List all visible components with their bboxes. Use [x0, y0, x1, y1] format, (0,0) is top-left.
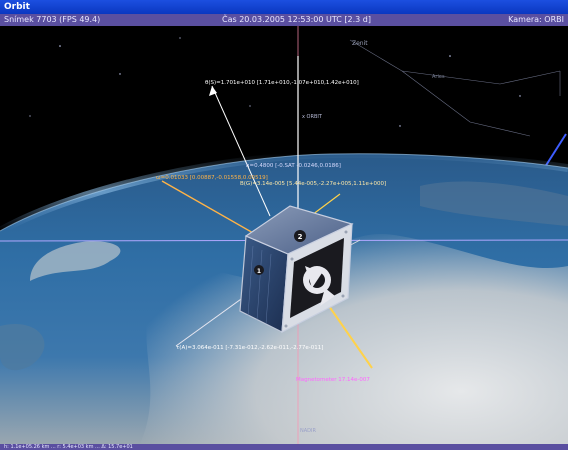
sat-vector-label: h=0.4800 [-0.SAT -0.0246,0.0186]: [246, 163, 341, 169]
sat-b-label: B(G)=3.14e-005 [5.44e-005,-2.27e+005,1.1…: [240, 181, 386, 187]
omega-label: ω=0.01033 [0.00887,-0.01558,0.00519]: [156, 175, 268, 181]
window-title: Orbit: [0, 0, 568, 14]
sim-time: Čas 20.03.2005 12:53:00 UTC [2.3 d]: [222, 15, 372, 24]
bottom-status-bar: h: 1.1e+05.26 km ... r: 5.4e+03 km ... Δ…: [0, 444, 568, 450]
frame-counter: Snímek 7703 (FPS 49.4): [4, 15, 101, 24]
angular-velocity-vector: [161, 180, 256, 235]
svg-text:1: 1: [257, 268, 261, 275]
starfield: [29, 37, 521, 127]
x-orbit-label: x ORBIT: [302, 114, 323, 120]
magnetometer-label: Magnetometer 17.14e-007: [296, 377, 370, 383]
magnetometer-vector: [321, 295, 373, 369]
zenit-label: Zenit: [352, 40, 368, 47]
theta-vector: [211, 85, 271, 217]
top-status-bar: Snímek 7703 (FPS 49.4) Čas 20.03.2005 12…: [0, 14, 568, 26]
camera-mode: Kamera: ORBI: [508, 15, 564, 24]
3d-viewport[interactable]: Aries Zenit NADIR x ORBIT: [0, 26, 568, 444]
cubesat-icon[interactable]: 2 1: [239, 205, 354, 334]
torque-label: τ(A)=3.064e-011 [-7.31e-012,-2.62e-011,-…: [176, 345, 323, 351]
constellation-lines: [349, 39, 561, 137]
constellation-label: Aries: [432, 74, 445, 80]
svg-text:2: 2: [298, 233, 303, 241]
theta-label: θ(S)=1.701e+010 [1.71e+010,-1.07e+010,1.…: [205, 80, 359, 86]
nadir-label: NADIR: [300, 428, 316, 434]
